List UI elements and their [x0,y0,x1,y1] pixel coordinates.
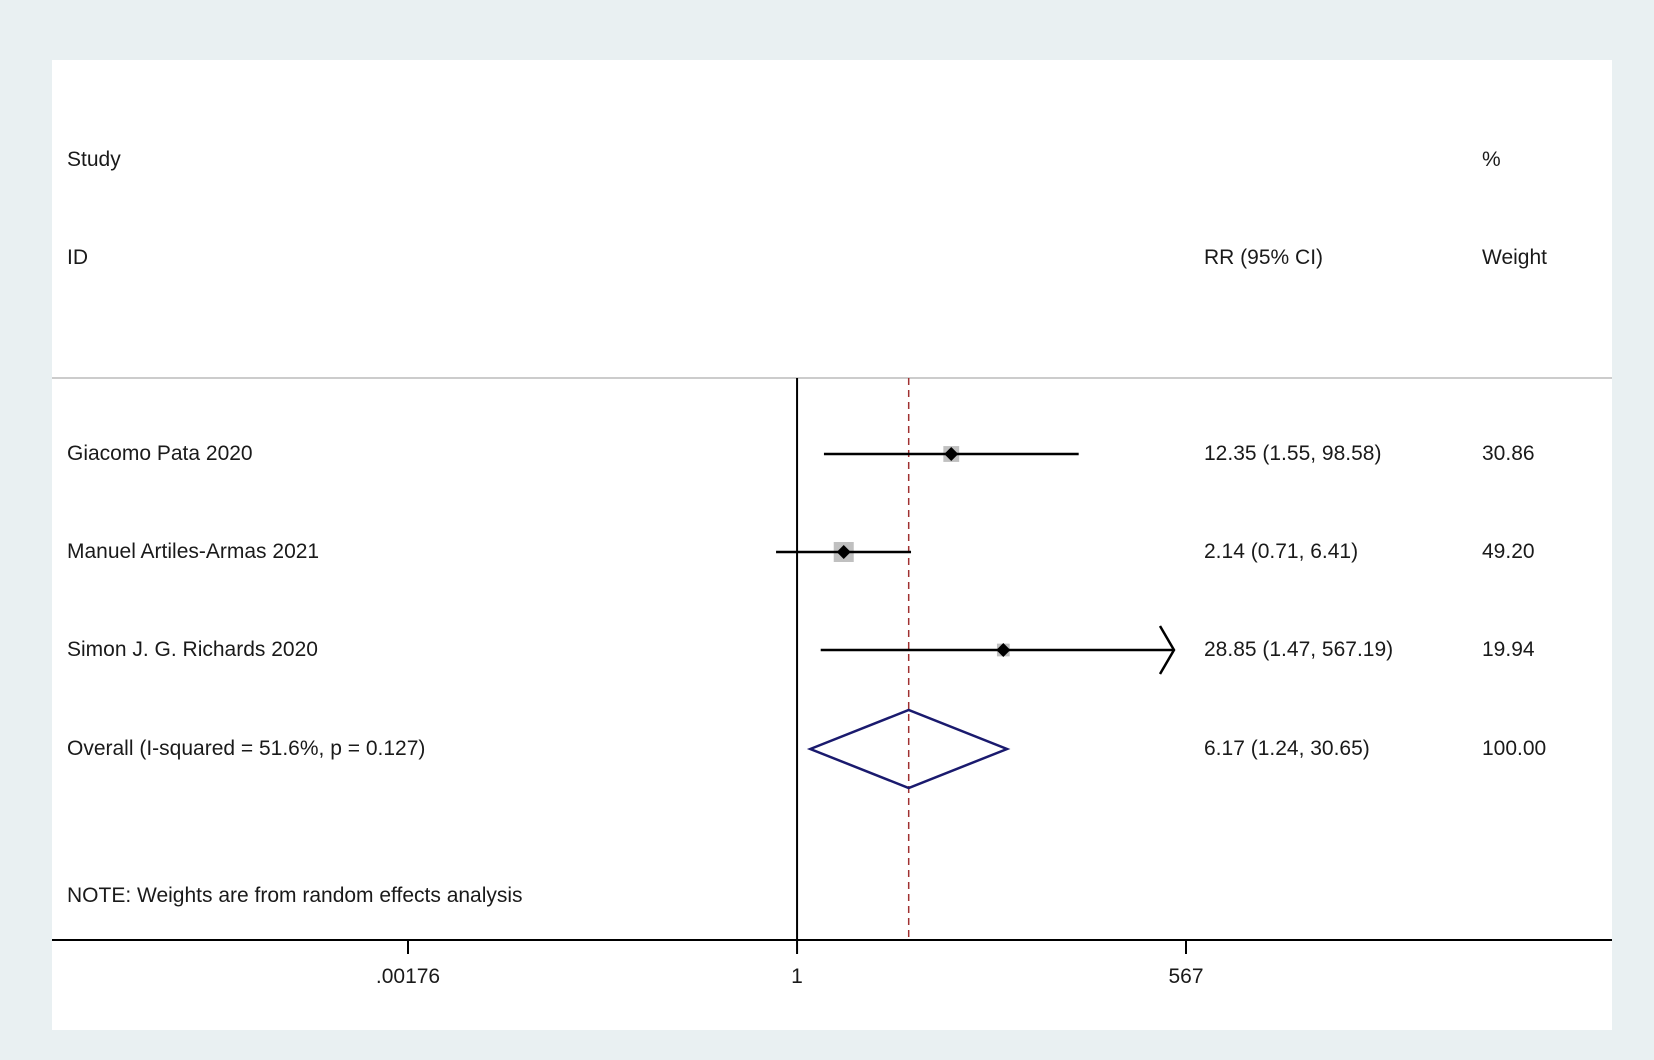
overall-weight: 100.00 [1482,737,1547,760]
study-effect: 12.35 (1.55, 98.58) [1204,442,1382,465]
header-percent: % [1482,148,1501,171]
study-weight: 19.94 [1482,638,1535,661]
study-label: Manuel Artiles-Armas 2021 [67,540,320,563]
plot-panel: Study ID RR (95% CI) % Weight Giacomo Pa… [52,60,1612,1030]
study-effect: 28.85 (1.47, 567.19) [1204,638,1394,661]
x-tick-label: 1 [791,965,803,988]
study-weight: 49.20 [1482,540,1535,563]
header-id: ID [67,246,88,269]
note-text: NOTE: Weights are from random effects an… [67,884,523,907]
ci-arrow [1158,625,1176,675]
forest-plot [52,377,1612,954]
header-weight: Weight [1482,246,1547,269]
overall-effect: 6.17 (1.24, 30.65) [1204,737,1370,760]
study-label: Simon J. G. Richards 2020 [67,638,318,661]
study-label: Giacomo Pata 2020 [67,442,253,465]
x-tick-label: .00176 [375,965,441,988]
x-tick-label: 567 [1168,965,1204,988]
overall-label: Overall (I-squared = 51.6%, p = 0.127) [67,737,426,760]
study-effect: 2.14 (0.71, 6.41) [1204,540,1359,563]
point-estimate [944,447,959,461]
header-effect: RR (95% CI) [1204,246,1324,269]
header-study: Study [67,148,121,171]
study-weight: 30.86 [1482,442,1535,465]
overall-diamond [806,708,1011,790]
point-estimate [996,643,1011,657]
point-estimate [836,545,851,559]
